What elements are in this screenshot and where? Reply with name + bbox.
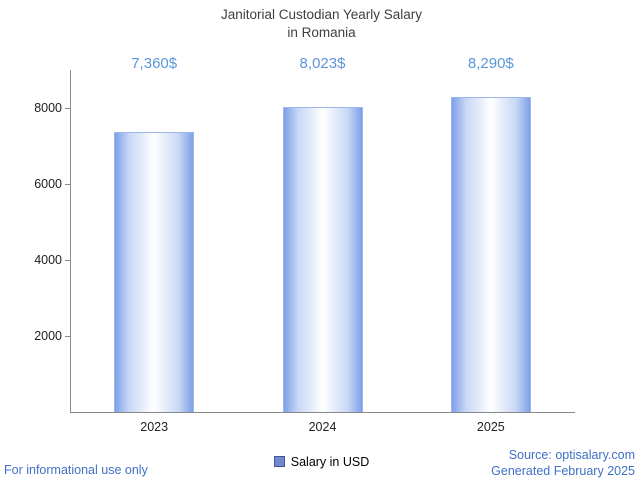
legend-label: Salary in USD: [290, 455, 370, 469]
value-label-2023: 7,360$: [131, 55, 178, 72]
source-block: Source: optisalary.com Generated Februar…: [491, 447, 635, 480]
y-axis-tick-mark: [65, 260, 70, 261]
y-axis-tick-mark: [65, 108, 70, 109]
legend-swatch-icon: [273, 456, 285, 468]
disclaimer-text: For informational use only: [4, 463, 148, 477]
y-axis-tick-label: 8000: [34, 101, 62, 115]
y-axis-line: [70, 70, 71, 412]
x-axis-label-2023: 2023: [140, 420, 169, 434]
x-axis-line: [70, 412, 575, 413]
y-axis-tick-label: 6000: [34, 177, 62, 191]
chart-title-line1: Janitorial Custodian Yearly Salary: [220, 7, 423, 22]
value-label-2024: 8,023$: [299, 55, 346, 72]
y-axis-tick-label: 2000: [34, 329, 62, 343]
chart-title: Janitorial Custodian Yearly Salary in Ro…: [0, 6, 643, 42]
y-axis-tick-mark: [65, 336, 70, 337]
x-axis-label-2024: 2024: [308, 420, 337, 434]
bar-2025: [450, 96, 531, 412]
chart-legend: Salary in USD: [0, 455, 643, 469]
bar-2023: [114, 132, 195, 412]
y-axis-tick-mark: [65, 184, 70, 185]
y-axis-tick-label: 4000: [34, 253, 62, 267]
source-text: Source: optisalary.com: [508, 447, 635, 462]
chart-title-line2: in Romania: [287, 25, 356, 41]
generated-text: Generated February 2025: [491, 463, 635, 478]
x-axis-label-2025: 2025: [476, 420, 505, 434]
bar-2024: [282, 107, 363, 412]
value-label-2025: 8,290$: [467, 55, 514, 72]
